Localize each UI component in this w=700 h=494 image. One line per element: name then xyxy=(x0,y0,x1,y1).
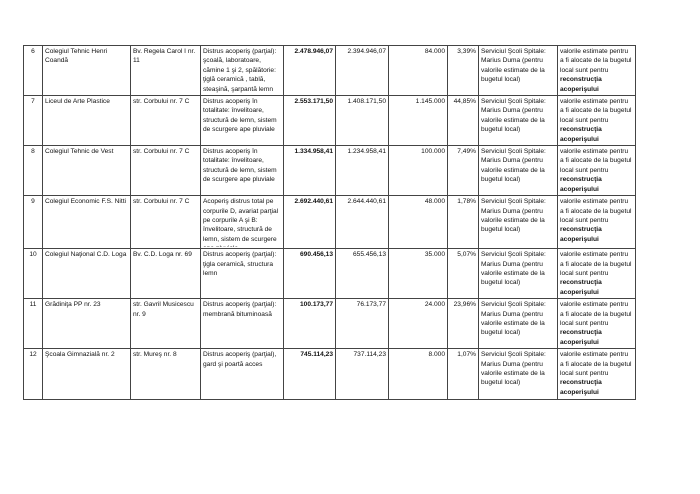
table-row: 7 Liceul de Arte Plastice str. Corbului … xyxy=(23,95,636,147)
note: valorile estimate pentru a fi alocate de… xyxy=(557,44,636,97)
note-text: valorile estimate pentru a fi alocate de… xyxy=(560,98,632,124)
address: str. Corbului nr. 7 C xyxy=(130,145,201,197)
address: Bv. C.D. Loga nr. 69 xyxy=(130,248,201,300)
allocated-value: 1.145.000 xyxy=(388,95,448,147)
damage-description: Distrus acoperiş (parţial): şcoală, labo… xyxy=(200,44,284,97)
row-number: 7 xyxy=(23,95,43,147)
allocated-value: 35.000 xyxy=(388,248,448,300)
address: str. Corbului nr. 7 C xyxy=(130,95,201,147)
note-bold: reconstrucţia acoperişului xyxy=(560,329,602,346)
percent: 1,78% xyxy=(447,195,479,250)
allocated-value: 24.000 xyxy=(388,298,448,350)
percent: 23,96% xyxy=(447,298,479,350)
responsible: Serviciul Şcoli Spitale: Marius Duma (pe… xyxy=(478,348,558,401)
note-text: valorile estimate pentru a fi alocate de… xyxy=(560,251,632,277)
note: valorile estimate pentru a fi alocate de… xyxy=(557,145,636,197)
responsible: Serviciul Şcoli Spitale: Marius Duma (pe… xyxy=(478,44,558,97)
percent: 5,07% xyxy=(447,248,479,300)
row-number: 8 xyxy=(23,145,43,197)
total-value: 2.553.171,50 xyxy=(283,95,336,147)
remaining-value: 1.234.958,41 xyxy=(335,145,389,197)
allocated-value: 84.000 xyxy=(388,44,448,97)
table-row: 10 Colegiul Naţional C.D. Loga Bv. C.D. … xyxy=(23,248,636,300)
note: valorile estimate pentru a fi alocate de… xyxy=(557,248,636,300)
note-bold: reconstrucţia acoperişului xyxy=(560,126,602,143)
note-bold: reconstrucţia acoperişului xyxy=(560,226,602,243)
row-number: 11 xyxy=(23,298,43,350)
total-value: 2.478.946,07 xyxy=(283,44,336,97)
damage-table: 6 Colegiul Tehnic Henri Coandă Bv. Regel… xyxy=(23,44,636,401)
remaining-value: 76.173,77 xyxy=(335,298,389,350)
responsible: Serviciul Şcoli Spitale: Marius Duma (pe… xyxy=(478,298,558,350)
remaining-value: 1.408.171,50 xyxy=(335,95,389,147)
total-value: 2.692.440,61 xyxy=(283,195,336,250)
address: str. Gavril Musicescu nr. 9 xyxy=(130,298,201,350)
damage-description: Distrus acoperiş în totalitate: învelito… xyxy=(200,95,284,147)
note-bold: reconstrucţia acoperişului xyxy=(560,279,602,296)
school-name: Grădiniţa PP nr. 23 xyxy=(42,298,131,350)
note-text: valorile estimate pentru a fi alocate de… xyxy=(560,148,632,174)
row-number: 9 xyxy=(23,195,43,250)
note: valorile estimate pentru a fi alocate de… xyxy=(557,95,636,147)
allocated-value: 100.000 xyxy=(388,145,448,197)
school-name: Şcoala Gimnazială nr. 2 xyxy=(42,348,131,401)
damage-description: Distrus acoperiş (parţial): membrană bit… xyxy=(200,298,284,350)
note-bold: reconstrucţia acoperişului xyxy=(560,176,602,193)
note-text: valorile estimate pentru a fi alocate de… xyxy=(560,301,632,327)
note: valorile estimate pentru a fi alocate de… xyxy=(557,298,636,350)
table-row: 12 Şcoala Gimnazială nr. 2 str. Mureş nr… xyxy=(23,348,636,401)
note-text: valorile estimate pentru a fi alocate de… xyxy=(560,198,632,224)
school-name: Colegiul Tehnic Henri Coandă xyxy=(42,44,131,97)
remaining-value: 655.456,13 xyxy=(335,248,389,300)
remaining-value: 2.644.440,61 xyxy=(335,195,389,250)
remaining-value: 737.114,23 xyxy=(335,348,389,401)
remaining-value: 2.394.946,07 xyxy=(335,44,389,97)
damage-description: Acoperiş distrus total pe corpurile D, a… xyxy=(200,195,284,250)
school-name: Colegiul Economic F.S. Nitti xyxy=(42,195,131,250)
table-row: 6 Colegiul Tehnic Henri Coandă Bv. Regel… xyxy=(23,44,636,97)
note-bold: reconstrucţia acoperişului xyxy=(560,379,602,396)
note: valorile estimate pentru a fi alocate de… xyxy=(557,348,636,401)
responsible: Serviciul Şcoli Spitale: Marius Duma (pe… xyxy=(478,195,558,250)
damage-description: Distrus acoperiş în totalitate: învelito… xyxy=(200,145,284,197)
address: str. Mureş nr. 8 xyxy=(130,348,201,401)
responsible: Serviciul Şcoli Spitale: Marius Duma (pe… xyxy=(478,248,558,300)
allocated-value: 8.000 xyxy=(388,348,448,401)
allocated-value: 48.000 xyxy=(388,195,448,250)
responsible: Serviciul Şcoli Spitale: Marius Duma (pe… xyxy=(478,145,558,197)
address: Bv. Regela Carol I nr. 11 xyxy=(130,44,201,97)
total-value: 100.173,77 xyxy=(283,298,336,350)
table-row: 8 Colegiul Tehnic de Vest str. Corbului … xyxy=(23,145,636,197)
row-number: 10 xyxy=(23,248,43,300)
damage-description: Distrus acoperiş (parţial): ţigla cerami… xyxy=(200,248,284,300)
percent: 3,39% xyxy=(447,44,479,97)
note-bold: reconstrucţia acoperişului xyxy=(560,76,602,93)
table-row: 9 Colegiul Economic F.S. Nitti str. Corb… xyxy=(23,195,636,250)
percent: 44,85% xyxy=(447,95,479,147)
note-text: valorile estimate pentru a fi alocate de… xyxy=(560,351,632,377)
address: str. Corbului nr. 7 C xyxy=(130,195,201,250)
total-value: 690.456,13 xyxy=(283,248,336,300)
total-value: 745.114,23 xyxy=(283,348,336,401)
school-name: Colegiul Tehnic de Vest xyxy=(42,145,131,197)
note: valorile estimate pentru a fi alocate de… xyxy=(557,195,636,250)
note-text: valorile estimate pentru a fi alocate de… xyxy=(560,48,632,74)
school-name: Colegiul Naţional C.D. Loga xyxy=(42,248,131,300)
responsible: Serviciul Şcoli Spitale: Marius Duma (pe… xyxy=(478,95,558,147)
row-number: 12 xyxy=(23,348,43,401)
school-name: Liceul de Arte Plastice xyxy=(42,95,131,147)
damage-description: Distrus acoperiş (parţial), gard şi poar… xyxy=(200,348,284,401)
total-value: 1.334.958,41 xyxy=(283,145,336,197)
percent: 1,07% xyxy=(447,348,479,401)
table-row: 11 Grădiniţa PP nr. 23 str. Gavril Music… xyxy=(23,298,636,350)
row-number: 6 xyxy=(23,44,43,97)
percent: 7,49% xyxy=(447,145,479,197)
